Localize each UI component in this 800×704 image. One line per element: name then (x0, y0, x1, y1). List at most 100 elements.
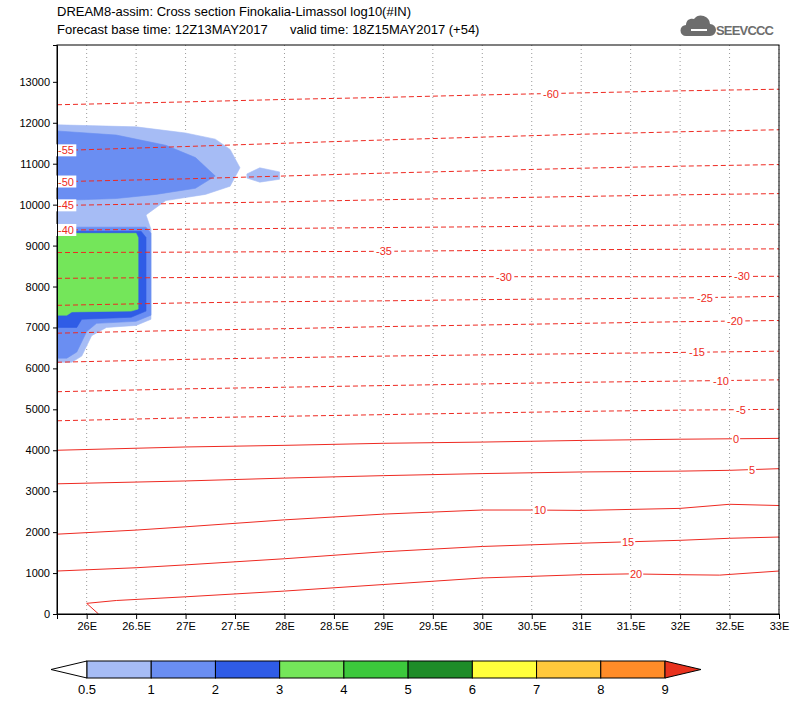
colorbar-label: 0.5 (78, 682, 96, 697)
plot-frame (57, 45, 779, 614)
x-tick-label: 27.5E (221, 620, 250, 632)
colorbar-box (537, 661, 601, 678)
contour-label-bg (374, 245, 395, 257)
grid-line (680, 45, 681, 614)
x-tick-mark (532, 614, 533, 619)
contour-line (57, 194, 779, 206)
x-tick-label: 33E (770, 620, 790, 632)
contour-label-bg (621, 536, 635, 548)
contour-label-bg (711, 375, 732, 387)
contour-label-text: -5 (736, 404, 746, 416)
contour-label-bg (56, 224, 77, 236)
y-tick: 4000 (26, 444, 57, 456)
contour-label: -30 (732, 270, 753, 282)
contour-line (57, 537, 779, 571)
contour-label: -50 (56, 176, 77, 188)
y-tick: 6000 (26, 362, 57, 374)
contour-label-bg (748, 464, 756, 476)
y-tick-label: 1000 (26, 567, 50, 579)
grid-line (531, 45, 532, 614)
filled-region (57, 131, 215, 201)
grid-line (383, 45, 384, 614)
x-tick-label: 28E (275, 620, 295, 632)
contour-label-text: -30 (734, 270, 750, 282)
x-tick-label: 31.5E (617, 620, 646, 632)
y-tick-label: 9000 (26, 240, 50, 252)
colorbar-box (151, 661, 215, 678)
x-tick-label: 30E (473, 620, 493, 632)
contour-label: -25 (695, 292, 716, 304)
x-tick-label: 30.5E (518, 620, 547, 632)
x-tick-label: 32E (671, 620, 691, 632)
x-tick: 28E (275, 614, 295, 632)
x-tick-label: 32.5E (716, 620, 745, 632)
colorbar-box (87, 661, 151, 678)
contour-line (57, 409, 779, 420)
y-tick-mark (53, 164, 57, 165)
x-tick: 31.5E (617, 614, 646, 632)
contour-label: 10 (533, 504, 547, 516)
y-tick-mark (53, 287, 57, 288)
contour-label-text: -30 (496, 271, 512, 283)
contour-label: -60 (541, 88, 562, 100)
contour-line (57, 504, 779, 534)
subtitle: Forecast base time: 12Z13MAY2017 (57, 22, 268, 37)
x-tick: 29E (374, 614, 394, 632)
contour-label: -15 (687, 346, 708, 358)
contour-label: 15 (621, 536, 635, 548)
y-tick-mark (53, 532, 57, 533)
background (0, 0, 800, 704)
plot-area (57, 89, 779, 614)
x-tick-label: 29E (374, 620, 394, 632)
contour-label: -35 (374, 245, 395, 257)
contour-line (57, 249, 779, 253)
contour-label-bg (732, 270, 753, 282)
contour-label: -10 (711, 375, 732, 387)
x-tick: 27E (176, 614, 196, 632)
grid (87, 45, 779, 614)
contour-label-bg (695, 292, 716, 304)
x-tick: 28.5E (320, 614, 349, 632)
contour-label-bg (629, 568, 643, 580)
colorbar-over (665, 661, 701, 678)
x-tick-mark (235, 614, 236, 619)
y-tick-mark (53, 123, 57, 124)
contour-label-text: -55 (58, 144, 74, 156)
x-tick-label: 26E (77, 620, 97, 632)
grid-line (630, 45, 631, 614)
contour-line (57, 165, 779, 182)
grid-line (432, 45, 433, 614)
grid-line (581, 45, 582, 614)
y-tick-label: 12000 (19, 117, 50, 129)
colorbar-box (472, 661, 536, 678)
colorbar-label: 8 (597, 682, 604, 697)
filled-region (57, 233, 138, 315)
x-tick: 26.5E (122, 614, 151, 632)
contour-label-bg (533, 504, 547, 516)
y-tick-label: 6000 (26, 362, 50, 374)
x-tick-mark (779, 614, 780, 619)
x-tick: 32.5E (716, 614, 745, 632)
contour-label: 20 (629, 568, 643, 580)
contour-label-bg (687, 346, 708, 358)
contour-label-text: -45 (58, 199, 74, 211)
y-tick-label: 10000 (19, 199, 50, 211)
logo: SEEVCCC (681, 16, 775, 38)
contour-label-bg (56, 176, 77, 188)
x-tick-label: 27E (176, 620, 196, 632)
contour-label: -55 (56, 144, 77, 156)
colorbar-under (51, 661, 87, 678)
contour-label-bg (725, 315, 746, 327)
y-tick-mark (53, 368, 57, 369)
y-tick-mark (53, 450, 57, 451)
filled-region (57, 231, 146, 327)
contour-labels: -60-55-50-45-40-35-30-30-25-20-15-10-505… (56, 88, 756, 580)
logo-icon (681, 16, 716, 36)
x-tick-mark (383, 614, 384, 619)
contour-label-bg (732, 433, 740, 445)
colorbar-label: 5 (404, 682, 411, 697)
chart: -60-55-50-45-40-35-30-30-25-20-15-10-505… (0, 0, 800, 704)
grid-line (333, 45, 334, 614)
contour-line (57, 130, 779, 151)
y-tick: 11000 (20, 158, 57, 170)
